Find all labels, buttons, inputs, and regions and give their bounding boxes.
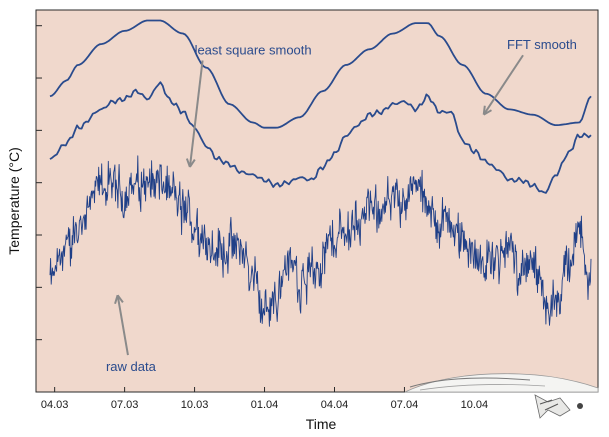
annotation-fft-arrowhead <box>482 105 492 116</box>
series-fft <box>49 19 592 129</box>
series-raw-data <box>49 155 592 327</box>
x-tick-label-5: 07.04 <box>391 399 419 411</box>
x-axis-ticks: 04.03 07.03 10.03 01.04 04.04 07.04 10.04 <box>41 387 488 411</box>
y-axis-title: Temperature (°C) <box>6 147 22 255</box>
y-axis-ticks <box>36 25 42 341</box>
annotation-fft-label: FFT smooth <box>507 37 577 52</box>
series-layer <box>49 19 592 327</box>
x-axis-title: Time <box>306 416 337 432</box>
annotation-raw-arrowhead <box>114 294 124 305</box>
x-tick-label-2: 10.03 <box>181 399 209 411</box>
annotation-lss-arrowhead <box>185 158 196 168</box>
annotation-raw-label: raw data <box>106 359 157 374</box>
annotation-lss-arrow <box>188 60 204 168</box>
annotation-fft-arrow <box>482 54 524 116</box>
x-tick-label-0: 04.03 <box>41 399 69 411</box>
annotation-lss-label: least square smooth <box>195 42 312 57</box>
series-lss <box>49 81 592 194</box>
plot-area <box>35 9 599 393</box>
x-tick-label-1: 07.03 <box>111 399 139 411</box>
x-tick-label-6: 10.04 <box>461 399 489 411</box>
fish-skeleton-image <box>404 373 599 419</box>
x-tick-label-4: 04.04 <box>321 399 349 411</box>
annotation-layer: least square smooth FFT smooth raw data <box>106 37 577 374</box>
x-tick-label-3: 01.04 <box>251 399 279 411</box>
annotation-raw-arrow <box>116 295 129 356</box>
